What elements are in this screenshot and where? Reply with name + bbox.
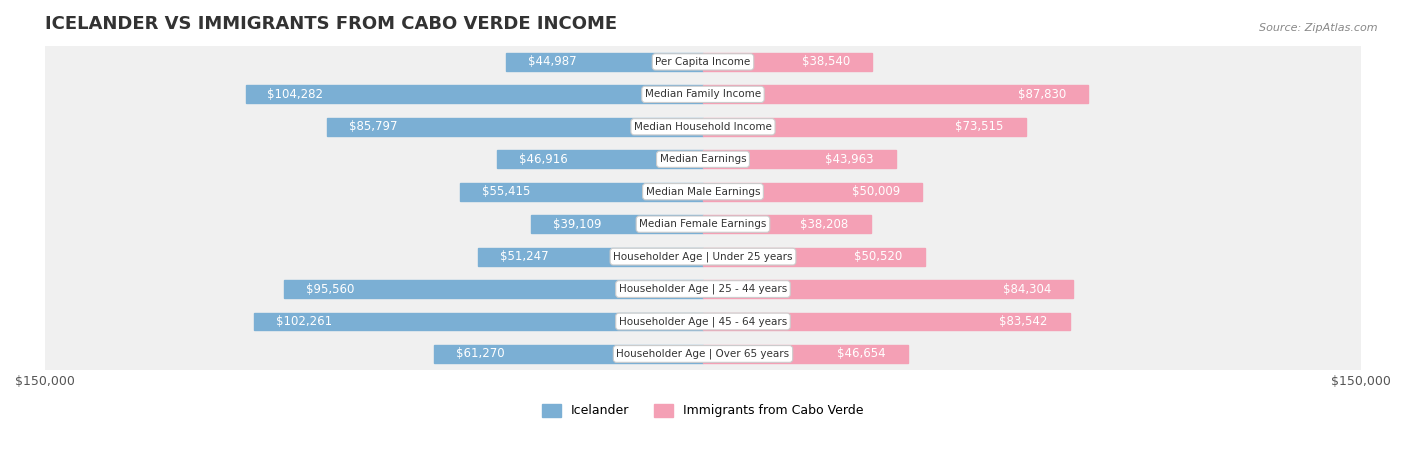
Text: $61,270: $61,270 (456, 347, 505, 361)
Text: Per Capita Income: Per Capita Income (655, 57, 751, 67)
Text: Householder Age | Under 25 years: Householder Age | Under 25 years (613, 251, 793, 262)
Bar (45, 78, 1361, 111)
Text: $51,247: $51,247 (501, 250, 548, 263)
Bar (246, 85, 703, 103)
Bar (703, 215, 870, 233)
Text: $38,540: $38,540 (801, 56, 851, 68)
Bar (703, 85, 1088, 103)
Bar (531, 215, 703, 233)
Text: Median Household Income: Median Household Income (634, 122, 772, 132)
Text: $50,009: $50,009 (852, 185, 900, 198)
Bar (434, 345, 703, 363)
Bar (703, 248, 925, 266)
Text: $39,109: $39,109 (554, 218, 602, 231)
Text: Median Male Earnings: Median Male Earnings (645, 187, 761, 197)
Bar (45, 273, 1361, 305)
Text: Median Earnings: Median Earnings (659, 154, 747, 164)
Bar (45, 305, 1361, 338)
Bar (254, 312, 703, 331)
Text: Median Female Earnings: Median Female Earnings (640, 219, 766, 229)
Bar (45, 241, 1361, 273)
Text: Householder Age | 45 - 64 years: Householder Age | 45 - 64 years (619, 316, 787, 327)
Bar (703, 312, 1070, 331)
Text: Median Family Income: Median Family Income (645, 89, 761, 99)
Bar (703, 183, 922, 201)
Text: $85,797: $85,797 (349, 120, 396, 133)
Text: $95,560: $95,560 (305, 283, 354, 296)
Text: Householder Age | Over 65 years: Householder Age | Over 65 years (616, 349, 790, 359)
Text: Source: ZipAtlas.com: Source: ZipAtlas.com (1260, 23, 1378, 33)
Text: ICELANDER VS IMMIGRANTS FROM CABO VERDE INCOME: ICELANDER VS IMMIGRANTS FROM CABO VERDE … (45, 15, 617, 33)
Text: $46,916: $46,916 (519, 153, 568, 166)
Bar (498, 150, 703, 168)
Bar (703, 150, 896, 168)
Bar (45, 176, 1361, 208)
Bar (45, 338, 1361, 370)
Text: $46,654: $46,654 (837, 347, 886, 361)
Bar (45, 143, 1361, 176)
Bar (284, 280, 703, 298)
Text: $43,963: $43,963 (825, 153, 875, 166)
Bar (703, 280, 1073, 298)
Text: $84,304: $84,304 (1002, 283, 1050, 296)
Bar (45, 208, 1361, 241)
Bar (45, 46, 1361, 78)
Bar (506, 53, 703, 71)
Bar (478, 248, 703, 266)
Bar (703, 345, 908, 363)
Bar (460, 183, 703, 201)
Bar (703, 118, 1025, 136)
Text: Householder Age | 25 - 44 years: Householder Age | 25 - 44 years (619, 284, 787, 294)
Bar (703, 53, 872, 71)
Text: $55,415: $55,415 (482, 185, 530, 198)
Text: $73,515: $73,515 (955, 120, 1004, 133)
Text: $38,208: $38,208 (800, 218, 849, 231)
Legend: Icelander, Immigrants from Cabo Verde: Icelander, Immigrants from Cabo Verde (537, 399, 869, 422)
Bar (45, 111, 1361, 143)
Bar (326, 118, 703, 136)
Text: $83,542: $83,542 (1000, 315, 1047, 328)
Text: $44,987: $44,987 (527, 56, 576, 68)
Text: $50,520: $50,520 (855, 250, 903, 263)
Text: $87,830: $87,830 (1018, 88, 1066, 101)
Text: $104,282: $104,282 (267, 88, 323, 101)
Text: $102,261: $102,261 (277, 315, 332, 328)
